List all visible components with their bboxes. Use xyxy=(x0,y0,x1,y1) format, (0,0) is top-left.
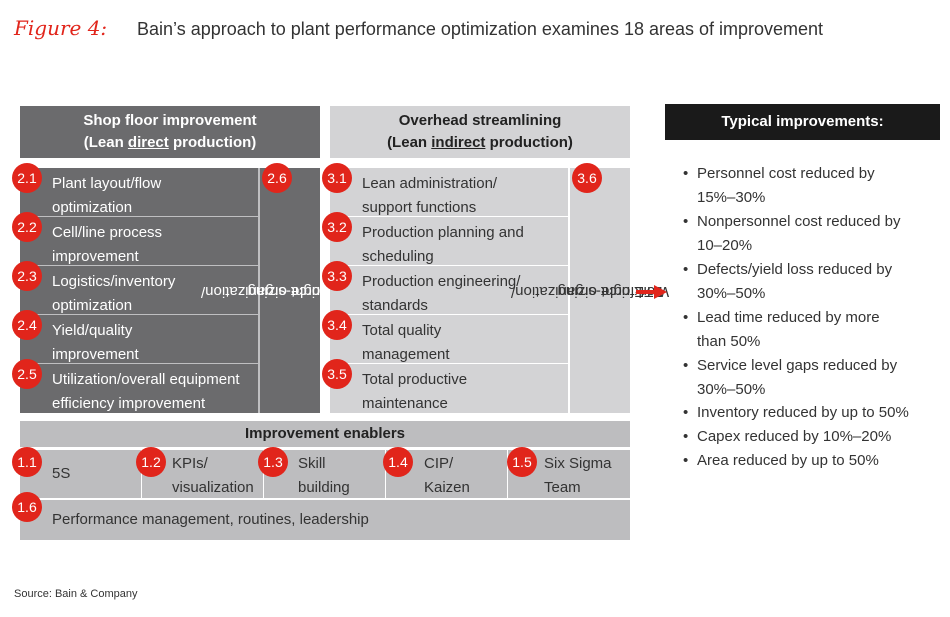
badge-1-1: 1.1 xyxy=(12,447,42,477)
badge-2-1: 2.1 xyxy=(12,163,42,193)
bullet-icon: • xyxy=(683,452,689,469)
right-arrow-icon xyxy=(636,285,667,299)
bullet-icon: • xyxy=(683,428,689,445)
shop-floor-side-label: Workforce organization/FTE right-sizing xyxy=(200,282,360,300)
typical-item: Capex reduced by 10%–20% xyxy=(697,428,892,445)
badge-1-4: 1.4 xyxy=(383,447,413,477)
shop-floor-header-title: Shop floor improvement xyxy=(83,112,257,129)
overhead-item: Total quality management xyxy=(330,315,568,364)
typical-item: Inventory reduced by up to 50% xyxy=(697,404,909,421)
overhead-divider xyxy=(568,168,570,413)
typical-item: Nonpersonnel cost reduced by 10–20% xyxy=(697,213,901,254)
typical-item: Lead time reduced by more than 50% xyxy=(697,309,880,350)
typical-improvements-header: Typical improvements: xyxy=(665,104,940,140)
badge-3-1: 3.1 xyxy=(322,163,352,193)
badge-3-2: 3.2 xyxy=(322,212,352,242)
bullet-icon: • xyxy=(683,357,689,374)
bullet-icon: • xyxy=(683,261,689,278)
badge-1-2: 1.2 xyxy=(136,447,166,477)
shop-floor-item: Yield/quality improvement xyxy=(20,315,258,364)
typical-item: Service level gaps reduced by 30%–50% xyxy=(697,357,898,398)
overhead-header-subtitle: (Lean indirect production) xyxy=(387,134,573,151)
typical-item: Personnel cost reduced by 15%–30% xyxy=(697,165,875,206)
overhead-header: Overhead streamlining (Lean indirect pro… xyxy=(330,106,630,158)
bullet-icon: • xyxy=(683,213,689,230)
badge-1-5: 1.5 xyxy=(507,447,537,477)
overhead-item: Lean administration/support functions xyxy=(330,168,568,217)
enablers-header: Improvement enablers xyxy=(20,421,630,447)
enabler-bottom-row: Performance management, routines, leader… xyxy=(20,500,630,540)
figure-title: Bain’s approach to plant performance opt… xyxy=(137,19,824,39)
overhead-item: Total productive maintenance xyxy=(330,364,568,413)
overhead-header-title: Overhead streamlining xyxy=(398,112,562,129)
typical-item: Defects/yield loss reduced by 30%–50% xyxy=(697,261,893,302)
shop-floor-item: Plant layout/flow optimization xyxy=(20,168,258,217)
shop-floor-divider xyxy=(258,168,260,413)
overhead-side-label: Workforce organization/FTE right-sizing xyxy=(510,282,670,300)
shop-floor-item: Logistics/inventory optimization xyxy=(20,266,258,315)
shop-floor-item: Cell/line process improvement xyxy=(20,217,258,266)
badge-3-6: 3.6 xyxy=(572,163,602,193)
shop-floor-header-subtitle: (Lean direct production) xyxy=(83,134,257,151)
badge-1-3: 1.3 xyxy=(258,447,288,477)
shop-floor-header: Shop floor improvement (Lean direct prod… xyxy=(20,106,320,158)
badge-2-2: 2.2 xyxy=(12,212,42,242)
bullet-icon: • xyxy=(683,404,689,421)
bullet-icon: • xyxy=(683,165,689,182)
badge-2-4: 2.4 xyxy=(12,310,42,340)
overhead-item: Production engineering/standards xyxy=(330,266,568,315)
shop-floor-item: Utilization/overall equipment efficiency … xyxy=(20,364,258,413)
badge-3-3: 3.3 xyxy=(322,261,352,291)
bullet-icon: • xyxy=(683,309,689,326)
badge-3-4: 3.4 xyxy=(322,310,352,340)
figure-label: Figure 4: xyxy=(14,16,108,40)
source-note: Source: Bain & Company xyxy=(14,588,138,600)
typical-item: Area reduced by up to 50% xyxy=(697,452,879,469)
overhead-item: Production planning and scheduling xyxy=(330,217,568,266)
badge-2-5: 2.5 xyxy=(12,359,42,389)
badge-1-6: 1.6 xyxy=(12,492,42,522)
badge-2-3: 2.3 xyxy=(12,261,42,291)
badge-2-6: 2.6 xyxy=(262,163,292,193)
badge-3-5: 3.5 xyxy=(322,359,352,389)
